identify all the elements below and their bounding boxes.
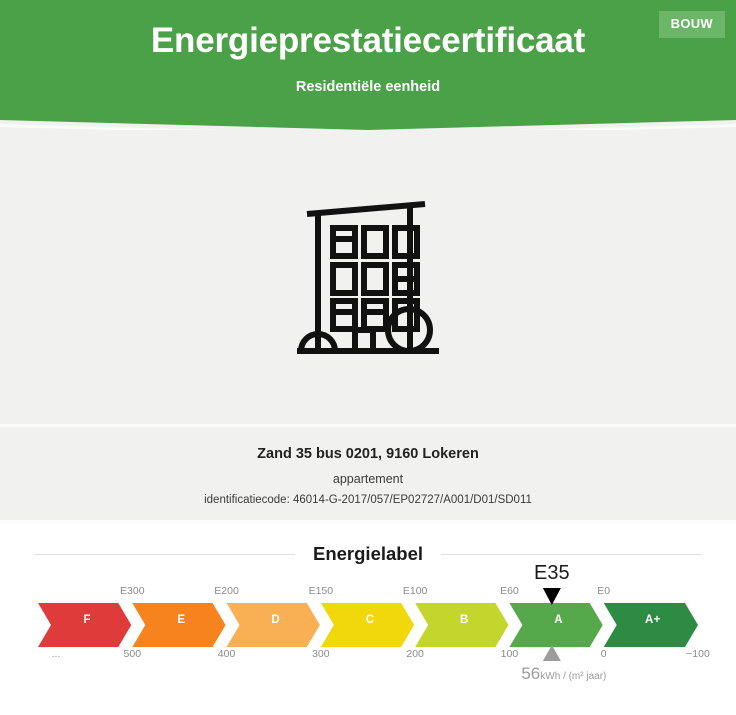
energy-band-label-a: A [554,614,563,626]
scale-top-tick: E60 [500,585,519,597]
scale-bottom-tick: 200 [406,648,424,660]
scale-bottom-tick: ... [51,648,61,660]
apartment-building-icon [297,201,439,354]
epc-consumption-number: 56 [521,664,541,683]
identification-code: identificatiecode: 46014-G-2017/057/EP02… [204,494,532,506]
energy-scale-bands [38,588,698,661]
scale-top-tick: E0 [597,585,611,597]
energy-band-label-e: E [177,614,186,626]
energy-band-aplus [603,603,698,647]
page-header: Energieprestatiecertificaat Residentiële… [0,0,736,130]
address-panel: Zand 35 bus 0201, 9160 Lokeren apparteme… [0,427,736,520]
building-type: appartement [332,472,404,486]
energy-band-label-c: C [365,614,375,626]
scale-bottom-tick: 100 [500,648,519,660]
energy-band-label-b: B [459,614,469,626]
energy-band-a [509,603,603,647]
scale-bottom-tick: −100 [686,648,710,660]
energy-band-c [320,603,415,647]
page-title: Energieprestatiecertificaat [150,21,586,60]
energy-band-e [132,603,226,647]
header-chevron-notch [0,120,736,130]
energy-band-f [38,603,132,647]
divider-below-address [0,520,736,523]
energy-band-label-f: F [83,614,91,626]
epc-consumption-value: 56kWh / (m² jaar) [521,664,606,684]
scale-bottom-tick: 300 [312,648,330,660]
energy-band-d [226,603,320,647]
scale-top-tick: E200 [214,585,239,597]
header-text-block: Energieprestatiecertificaat Residentiële… [0,0,736,96]
building-illustration-panel [0,130,736,424]
bouw-badge: BOUW [658,11,725,38]
scale-bottom-tick: 500 [123,648,142,660]
divider-above-address [0,424,736,427]
scale-top-tick: E150 [308,585,334,597]
scale-top-tick: E300 [120,585,145,597]
epc-score-label: E35 [534,562,570,584]
energy-band-label-aplus: A+ [645,614,661,626]
divider-right [441,553,703,555]
energy-band-label-d: D [271,614,281,626]
divider-left [34,553,295,555]
scale-bottom-tick: 0 [600,648,607,660]
page-subtitle: Residentiële eenheid [295,79,441,95]
energy-label-section: Energielabel F E D C B A A+ E300 E200 E150 E100 E60… [0,523,736,715]
epc-marker-down-arrow [542,588,561,605]
scale-top-tick: E100 [402,585,428,597]
scale-bottom-tick: 400 [217,648,236,660]
epc-consumption-unit: kWh / (m² jaar) [540,671,607,682]
section-header: Energielabel [0,539,736,569]
energy-band-b [415,603,509,647]
section-title: Energielabel [313,543,424,564]
energy-scale: F E D C B A A+ E300 E200 E150 E100 E60 E0... 500 400 30… [0,562,736,715]
address-line: Zand 35 bus 0201, 9160 Lokeren [257,446,479,462]
epc-marker-up-arrow [542,645,561,661]
